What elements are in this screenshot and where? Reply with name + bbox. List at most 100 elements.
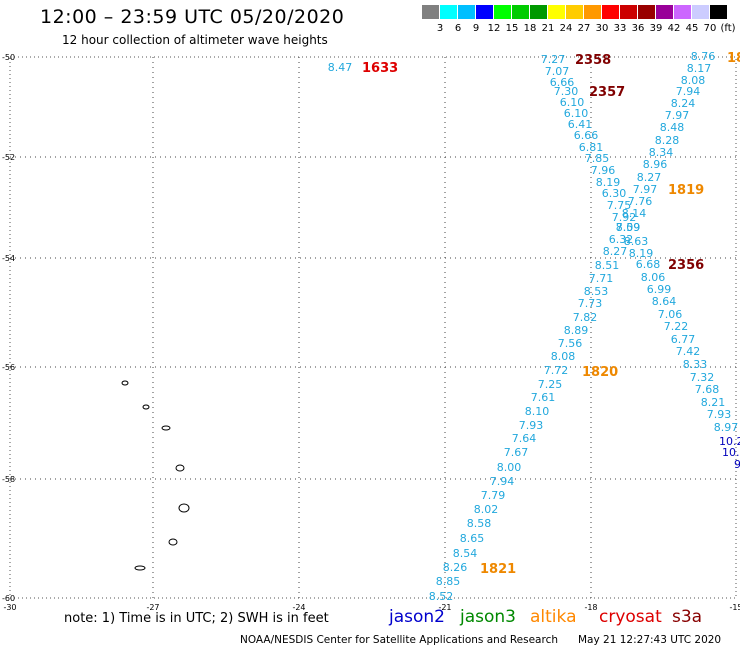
island-outline [134, 565, 146, 571]
color-swatch [656, 5, 673, 19]
map-labels: -50 -52 -54 -56 -58 -60-30 -27 -24 -21 -18 -15 8.47… [2, 50, 740, 612]
color-swatch [584, 5, 601, 19]
island-outline [168, 538, 178, 546]
wave-height-value: 7.64 [512, 432, 537, 445]
wave-height-value: 7.27 [541, 53, 566, 66]
map-frame [9, 56, 737, 599]
wave-height-value: 6.81 [579, 141, 604, 154]
wave-height-value: 7.93 [707, 408, 732, 421]
wave-height-value: 8.34 [649, 146, 674, 159]
wave-height-value: 8.10 [525, 405, 550, 418]
wave-height-value: 6.77 [671, 333, 696, 346]
color-scale-label: (ft) [720, 23, 736, 34]
wave-height-value: 8.48 [660, 121, 685, 134]
wave-height-value: 7.71 [589, 272, 614, 285]
wave-height-value: 7.75 [607, 199, 632, 212]
track-time-label: 1819 [668, 183, 704, 198]
wave-height-value: 8.54 [453, 547, 478, 560]
wave-height-value: 8.00 [497, 461, 522, 474]
longitude-label: -24 [292, 603, 305, 612]
page-subtitle: 12 hour collection of altimeter wave hei… [62, 33, 328, 47]
wave-height-value: 8.65 [460, 532, 485, 545]
color-swatch [548, 5, 565, 19]
wave-height-value: 8.08 [681, 74, 706, 87]
wave-height-value: 8.27 [637, 171, 662, 184]
longitude-label: -15 [729, 603, 740, 612]
latitude-label: -60 [2, 594, 15, 603]
wave-height-value: 8.08 [551, 350, 576, 363]
color-scale-label: 36 [631, 23, 645, 34]
track-time-label: 18 [727, 51, 740, 66]
wave-height-value: 7.67 [504, 446, 529, 459]
color-swatch [458, 5, 475, 19]
wave-height-value: 8.51 [595, 259, 620, 272]
wave-height-value: 6.10 [564, 107, 589, 120]
wave-height-value: 7.07 [545, 65, 570, 78]
wave-height-value: 7.96 [591, 164, 616, 177]
wave-height-value: 8.21 [701, 396, 726, 409]
wave-height-value: 7.93 [519, 419, 544, 432]
wave-height-value: 10.2 [719, 435, 740, 448]
wave-height-value: 7.25 [538, 378, 563, 391]
color-swatch [440, 5, 457, 19]
track-time-label: 2357 [589, 85, 625, 100]
wave-height-value: 8.19 [629, 247, 654, 260]
color-swatch [422, 5, 439, 19]
color-scale-label: 33 [613, 23, 627, 34]
wave-height-value: 8.28 [655, 134, 680, 147]
wave-height-value: 7.06 [658, 308, 683, 321]
color-scale-label: 15 [505, 23, 519, 34]
wave-height-value: 8.52 [429, 590, 454, 603]
color-scale-label: 27 [577, 23, 591, 34]
color-scale-label: 24 [559, 23, 573, 34]
wave-height-value: 7.92 [612, 211, 637, 224]
wave-height-value: 8.14 [622, 207, 647, 220]
color-swatch [602, 5, 619, 19]
track-time-label: 2358 [575, 53, 611, 68]
color-swatch [692, 5, 709, 19]
map-grid [9, 56, 737, 599]
wave-height-value: 8.53 [584, 285, 609, 298]
wave-height-value: 8.97 [714, 421, 739, 434]
longitude-label: -30 [3, 603, 16, 612]
latitude-label: -52 [2, 153, 15, 162]
wave-height-value: 8.24 [671, 97, 696, 110]
wave-height-value: 6.32 [609, 233, 634, 246]
wave-height-value: 6.30 [602, 187, 627, 200]
units-note: note: 1) Time is in UTC; 2) SWH is in fe… [64, 611, 329, 626]
page-title: 12:00 – 23:59 UTC 05/20/2020 [40, 6, 345, 28]
color-scale-label: 45 [685, 23, 699, 34]
wave-height-value: 7.42 [676, 345, 701, 358]
wave-height-value: 7.94 [490, 475, 515, 488]
wave-height-value: 6.66 [574, 129, 599, 142]
wave-height-value: 8.27 [603, 245, 628, 258]
wave-height-value: 8.06 [641, 271, 666, 284]
wave-height-value: 7.56 [558, 337, 583, 350]
legend-s3a: s3a [672, 607, 703, 627]
wave-height-value: 8.33 [683, 358, 708, 371]
legend-jason3: jason3 [460, 607, 516, 627]
wave-height-value: 8.63 [624, 235, 649, 248]
wave-height-value: 8.47 [328, 61, 353, 74]
wave-height-value: 8.89 [564, 324, 589, 337]
latitude-label: -58 [2, 475, 15, 484]
wave-height-value: 6.66 [550, 76, 575, 89]
credit-text: NOAA/NESDIS Center for Satellite Applica… [240, 634, 558, 646]
wave-height-value: 7.72 [544, 364, 569, 377]
wave-height-value: 8.85 [436, 575, 461, 588]
color-swatch [530, 5, 547, 19]
island-outline [178, 503, 190, 513]
island-outlines [121, 380, 190, 571]
track-time-label: 2356 [668, 258, 704, 273]
wave-height-value: 6.68 [636, 258, 661, 271]
wave-height-value: 7.76 [628, 195, 653, 208]
track-time-label: 1633 [362, 61, 398, 76]
wave-height-value: 7.59 [616, 221, 641, 234]
wave-height-value: 7.61 [531, 391, 556, 404]
wave-height-value: 8.17 [687, 62, 712, 75]
color-swatch [566, 5, 583, 19]
color-scale-label: 39 [649, 23, 663, 34]
wave-height-value: 7.94 [676, 85, 701, 98]
color-scale-label: 3 [436, 23, 444, 34]
longitude-label: -21 [438, 603, 451, 612]
